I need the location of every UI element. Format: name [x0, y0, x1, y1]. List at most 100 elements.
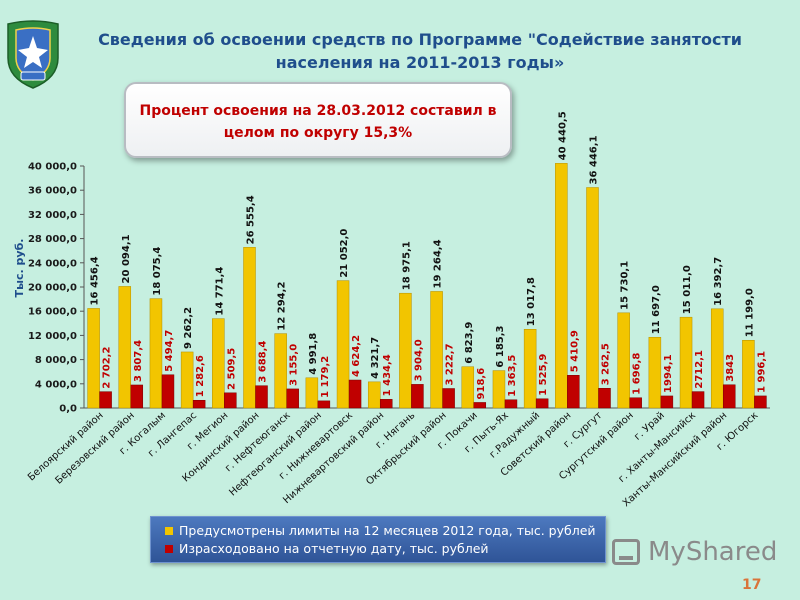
- bar-spent: [348, 379, 362, 409]
- bar-limit: [555, 163, 568, 409]
- bar-limit: [679, 316, 693, 409]
- bar-limit: [149, 298, 163, 409]
- bar-spent: [411, 384, 424, 409]
- data-label-spent: 1 996,1: [756, 351, 767, 393]
- data-label-limit: 6 185,3: [495, 325, 506, 367]
- data-label-spent: 3 155,0: [289, 344, 300, 386]
- bar-spent: [691, 391, 705, 409]
- bar-spent: [660, 395, 674, 409]
- bar-spent: [722, 384, 736, 409]
- y-tick-label: 24 000,0: [28, 258, 77, 269]
- bar-spent: [504, 399, 518, 409]
- page-number: 17: [742, 577, 762, 593]
- data-label-spent: 3 807,4: [133, 340, 144, 382]
- data-label-limit: 18 975,1: [401, 241, 412, 290]
- data-label-spent: 1 363,5: [507, 355, 518, 397]
- data-label-spent: 2 509,5: [226, 348, 237, 390]
- data-label-limit: 36 446,1: [589, 135, 600, 184]
- legend-swatch-limits: [165, 527, 173, 535]
- data-label-spent: 4 624,2: [351, 335, 362, 377]
- bar-limit: [523, 328, 537, 409]
- bar-spent: [473, 402, 487, 409]
- bar-spent: [192, 399, 206, 409]
- y-tick-label: 12 000,0: [28, 331, 77, 342]
- data-label-spent: 3 688,4: [258, 341, 269, 383]
- data-label-limit: 18 075,4: [152, 247, 163, 296]
- data-label-limit: 9 262,2: [183, 307, 194, 349]
- data-label-limit: 6 823,9: [464, 322, 475, 364]
- data-label-spent: 2 702,2: [102, 347, 113, 389]
- bar-limit: [399, 292, 412, 409]
- y-tick-label: 20 000,0: [28, 283, 77, 294]
- bar-limit: [617, 312, 630, 409]
- bar-spent: [99, 391, 112, 409]
- y-tick-label: 8 000,0: [35, 355, 77, 366]
- bar-spent: [567, 375, 580, 409]
- bar-spent: [754, 395, 767, 409]
- bar-limit: [367, 381, 381, 409]
- data-label-limit: 20 094,1: [121, 234, 132, 283]
- data-label-spent: 3843: [725, 354, 736, 382]
- bar-spent: [161, 374, 175, 409]
- bar-limit: [336, 280, 350, 409]
- data-label-limit: 14 771,4: [214, 267, 225, 316]
- data-label-limit: 4 991,8: [308, 333, 319, 375]
- data-label-limit: 11 199,0: [744, 288, 755, 337]
- y-tick-label: 32 000,0: [28, 210, 77, 221]
- bar-limit: [243, 247, 256, 409]
- data-label-spent: 918,6: [476, 368, 487, 400]
- data-label-limit: 13 017,8: [526, 277, 537, 326]
- data-label-limit: 19 264,4: [433, 239, 444, 288]
- y-tick-label: 16 000,0: [28, 307, 77, 318]
- presentation-icon: [612, 539, 640, 565]
- bar-spent: [224, 392, 237, 409]
- bar-spent: [535, 398, 549, 409]
- bar-limit: [648, 336, 662, 409]
- data-label-spent: 1994,1: [663, 354, 674, 393]
- bar-limit: [710, 308, 724, 409]
- data-label-spent: 3 222,7: [445, 343, 456, 385]
- data-label-limit: 26 555,4: [246, 195, 257, 244]
- y-tick-label: 40 000,0: [28, 162, 77, 173]
- data-label-spent: 1 525,9: [538, 354, 549, 396]
- bar-spent: [442, 388, 455, 409]
- data-label-spent: 1 282,6: [195, 355, 206, 397]
- bar-limit: [586, 187, 599, 409]
- chart-legend: Предусмотрены лимиты на 12 месяцев 2012 …: [150, 516, 606, 563]
- y-axis-title: Тыс. руб.: [13, 239, 26, 298]
- bar-limit: [742, 339, 755, 409]
- y-tick-label: 28 000,0: [28, 234, 77, 245]
- legend-label-limits: Предусмотрены лимиты на 12 месяцев 2012 …: [179, 523, 596, 538]
- watermark-text: MyShared: [648, 537, 778, 567]
- bar-limit: [305, 377, 319, 409]
- bar-spent: [379, 399, 393, 409]
- data-label-spent: 1 696,8: [632, 353, 643, 395]
- data-label-spent: 5 410,9: [569, 330, 580, 372]
- y-tick-label: 4 000,0: [35, 379, 77, 390]
- data-label-limit: 12 294,2: [277, 282, 288, 331]
- y-tick-label: 0,0: [59, 404, 77, 415]
- bar-limit: [118, 286, 132, 409]
- bar-spent: [255, 385, 268, 409]
- bar-limit: [212, 318, 225, 409]
- bar-spent: [130, 384, 144, 409]
- legend-item-spent: Израсходовано на отчетную дату, тыс. руб…: [165, 540, 605, 558]
- bar-spent: [286, 388, 299, 409]
- bar-spent: [598, 388, 611, 409]
- legend-label-spent: Израсходовано на отчетную дату, тыс. руб…: [179, 541, 489, 556]
- data-label-spent: 3 262,5: [601, 343, 612, 385]
- bar-spent: [317, 400, 331, 409]
- callout-line-2: целом по округу 15,3%: [223, 125, 413, 141]
- bar-limit: [274, 333, 287, 409]
- data-label-limit: 15 730,1: [620, 261, 631, 310]
- title-line-1: Сведения об освоении средств по Программ…: [98, 30, 742, 49]
- data-label-limit: 4 321,7: [370, 337, 381, 379]
- page-title: Сведения об освоении средств по Программ…: [95, 28, 745, 74]
- legend-item-limits: Предусмотрены лимиты на 12 месяцев 2012 …: [165, 522, 605, 540]
- bar-limit: [430, 291, 443, 409]
- bar-limit: [461, 366, 475, 409]
- data-label-spent: 3 904,0: [413, 339, 424, 381]
- data-label-spent: 5 494,7: [164, 330, 175, 372]
- bar-limit: [87, 308, 100, 409]
